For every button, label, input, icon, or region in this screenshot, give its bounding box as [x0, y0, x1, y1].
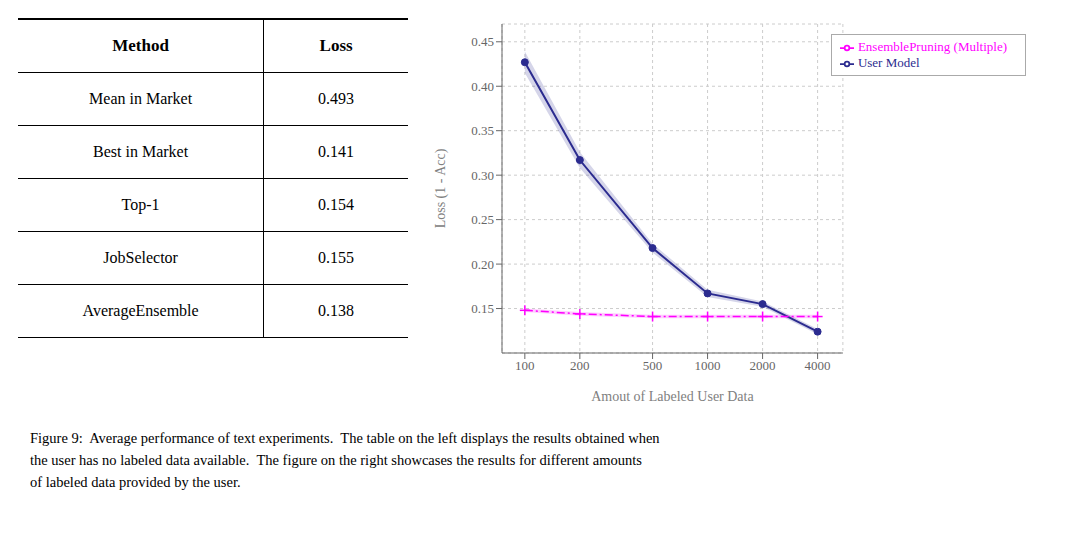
html-text:Mean in Market: Mean in Market [89, 90, 193, 107]
html-text:Figure 9: Average performance: Figure 9: Average performance of text ex… [30, 430, 660, 446]
html-text:0.138: 0.138 [318, 302, 355, 319]
svg-text:Amout of Labeled User Data: Amout of Labeled User Data [591, 389, 754, 404]
html-text:0.493: 0.493 [318, 90, 355, 107]
svg-text:2000: 2000 [750, 358, 776, 373]
svg-text:0.35: 0.35 [471, 123, 494, 138]
svg-text:Loss (1 - Acc): Loss (1 - Acc) [433, 148, 449, 228]
html-text:0.155: 0.155 [318, 249, 355, 266]
svg-text:0.30: 0.30 [471, 168, 494, 183]
html-text:AverageEnsemble: AverageEnsemble [82, 302, 199, 319]
svg-text:0.20: 0.20 [471, 257, 494, 272]
svg-text:0.45: 0.45 [471, 34, 494, 49]
html-text:JobSelector: JobSelector [103, 249, 178, 266]
html-text:Best in Market: Best in Market [93, 143, 189, 160]
svg-text:100: 100 [515, 358, 535, 373]
html-text:of labeled data provided by th: of labeled data provided by the user. [30, 474, 241, 490]
html-text:Loss: Loss [319, 36, 353, 55]
html-text:EnsemblePruning (Multiple): EnsemblePruning (Multiple) [857, 39, 1007, 54]
svg-text:0.40: 0.40 [471, 79, 494, 94]
svg-text:200: 200 [570, 358, 590, 373]
html-text:Top-1: Top-1 [121, 196, 160, 213]
svg-text:0.15: 0.15 [471, 301, 494, 316]
html-text:User Model: User Model [857, 55, 920, 70]
html-text:0.141: 0.141 [318, 143, 355, 160]
svg-text:500: 500 [643, 358, 663, 373]
html-text:Method: Method [112, 36, 169, 55]
svg-text:0.25: 0.25 [471, 212, 494, 227]
html-text:the user has no labeled data a: the user has no labeled data available. … [30, 452, 642, 468]
svg-text:4000: 4000 [805, 358, 831, 373]
svg-text:1000: 1000 [695, 358, 721, 373]
html-text:0.154: 0.154 [318, 196, 355, 213]
